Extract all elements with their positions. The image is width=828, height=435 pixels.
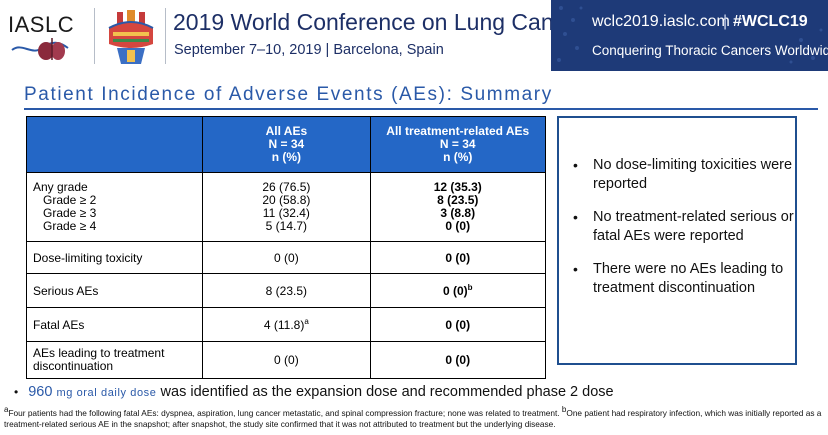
adverse-events-table: All AEs N = 34 n (%) All treatment-relat…	[25, 116, 546, 379]
barcelona-emblem-icon	[108, 10, 154, 64]
conference-title: 2019 World Conference on Lung Cancer	[173, 9, 586, 35]
row-label: Grade ≥ 2	[43, 193, 97, 207]
table-row-grades: Any grade Grade ≥ 2 Grade ≥ 3 Grade ≥ 4 …	[25, 172, 546, 242]
table-row-discontinuation: AEs leading to treatment discontinuation…	[25, 341, 546, 379]
summary-item: • There were no AEs leading to treatment …	[573, 260, 795, 298]
cell-value: 0 (0)	[369, 341, 546, 379]
cell-value: 0 (0)	[202, 241, 371, 274]
cell-value: 5 (14.7)	[265, 219, 308, 233]
cell-value: 0 (0)	[369, 307, 546, 342]
decorative-dots-pattern	[557, 6, 823, 64]
dose-statement: • 960 mg oral daily dose was identified a…	[14, 384, 614, 400]
iaslc-logo-text: IASLC	[8, 12, 75, 37]
row-label: AEs leading to treatment discontinuation	[25, 341, 204, 379]
cell-value: 8 (23.5)	[437, 193, 479, 207]
header-separator: |	[723, 13, 728, 30]
header-line: n (%)	[443, 150, 473, 164]
cell-value: 0 (0)	[442, 283, 468, 298]
footnote-marker: a	[304, 316, 309, 326]
conference-date: September 7–10, 2019 | Barcelona, Spain	[174, 42, 444, 58]
grade-related-aes-cell: 12 (35.3) 8 (23.5) 3 (8.8) 0 (0)	[369, 172, 546, 242]
summary-list: • No dose-limiting toxicities were report…	[573, 156, 795, 312]
table-header-all-aes: All AEs N = 34 n (%)	[202, 116, 371, 173]
bullet-icon: •	[573, 157, 578, 173]
cell-value: 0 (0)	[445, 219, 471, 233]
dose-unit: mg oral daily dose	[56, 387, 157, 399]
cell-value: 20 (58.8)	[262, 193, 311, 207]
conference-tagline: Conquering Thoracic Cancers Worldwide	[592, 43, 828, 58]
header-line: All treatment-related AEs	[386, 124, 530, 138]
footnote-marker: b	[561, 405, 567, 415]
bullet-icon: •	[14, 385, 19, 399]
row-label: Grade ≥ 3	[43, 206, 97, 220]
summary-box: • No dose-limiting toxicities were report…	[557, 116, 797, 365]
cell-value: 12 (35.3)	[433, 180, 482, 194]
bullet-icon: •	[573, 261, 578, 277]
serious-related-cell: 0 (0)b	[369, 273, 546, 308]
cell-value: 3 (8.8)	[440, 206, 476, 220]
row-label: Any grade	[33, 180, 88, 194]
row-label: Dose-limiting toxicity	[25, 241, 204, 274]
footnote-marker: b	[467, 282, 473, 292]
header-line: n (%)	[271, 150, 302, 164]
table-row-fatal: Fatal AEs 4 (11.8)a 0 (0)	[25, 307, 546, 342]
row-label: Grade ≥ 4	[43, 219, 97, 233]
iaslc-lung-logo-icon	[11, 38, 69, 60]
footnote-a-text: Four patients had the following fatal AE…	[8, 408, 560, 418]
header-line: All AEs	[265, 124, 308, 138]
fatal-all-cell: 4 (11.8)a	[202, 307, 371, 342]
grade-labels-cell: Any grade Grade ≥ 2 Grade ≥ 3 Grade ≥ 4	[25, 172, 204, 242]
dose-statement-text: was identified as the expansion dose and…	[160, 384, 614, 400]
dose-value: 960	[28, 384, 53, 400]
summary-text: No treatment-related serious or fatal AE…	[593, 209, 794, 244]
cell-value: 4 (11.8)	[263, 317, 305, 332]
table-header-empty	[25, 116, 204, 173]
bullet-icon: •	[573, 209, 578, 225]
cell-value: 0 (0)	[202, 341, 371, 379]
footnote-b-text: One patient had respiratory infection, w…	[4, 408, 822, 429]
table-header-row: All AEs N = 34 n (%) All treatment-relat…	[25, 116, 546, 173]
footnote-marker: a	[4, 405, 9, 415]
dose-highlight: 960 mg oral daily dose	[28, 384, 156, 400]
title-underline	[24, 108, 818, 110]
cell-value: 11 (32.4)	[262, 206, 310, 220]
table-header-treatment-related: All treatment-related AEs N = 34 n (%)	[369, 116, 546, 173]
header-line: N = 34	[268, 137, 305, 151]
summary-item: • No treatment-related serious or fatal A…	[573, 208, 795, 246]
summary-text: No dose-limiting toxicities were reporte…	[593, 157, 793, 192]
slide-title: Patient Incidence of Adverse Events (AEs…	[24, 84, 553, 105]
table-row-serious: Serious AEs 8 (23.5) 0 (0)b	[25, 273, 546, 308]
footnote: aFour patients had the following fatal A…	[4, 405, 826, 430]
conference-website-link[interactable]: wclc2019.iaslc.com	[592, 13, 730, 30]
grade-all-aes-cell: 26 (76.5) 20 (58.8) 11 (32.4) 5 (14.7)	[202, 172, 371, 242]
summary-text: There were no AEs leading to treatment d…	[593, 261, 784, 296]
table-row-dlt: Dose-limiting toxicity 0 (0) 0 (0)	[25, 241, 546, 274]
banner-divider	[165, 8, 166, 64]
cell-value: 0 (0)	[369, 241, 546, 274]
conference-hashtag: #WCLC19	[733, 13, 808, 30]
cell-value: 26 (76.5)	[262, 180, 311, 194]
summary-item: • No dose-limiting toxicities were report…	[573, 156, 795, 194]
cell-value: 8 (23.5)	[202, 273, 371, 308]
row-label: Serious AEs	[25, 273, 204, 308]
conference-banner: IASLC 2019 World Conference on Lung Canc…	[0, 0, 828, 71]
banner-info-panel: wclc2019.iaslc.com | #WCLC19 Conquering …	[551, 0, 828, 71]
row-label: Fatal AEs	[25, 307, 204, 342]
banner-divider	[94, 8, 95, 64]
header-line: N = 34	[439, 137, 476, 151]
